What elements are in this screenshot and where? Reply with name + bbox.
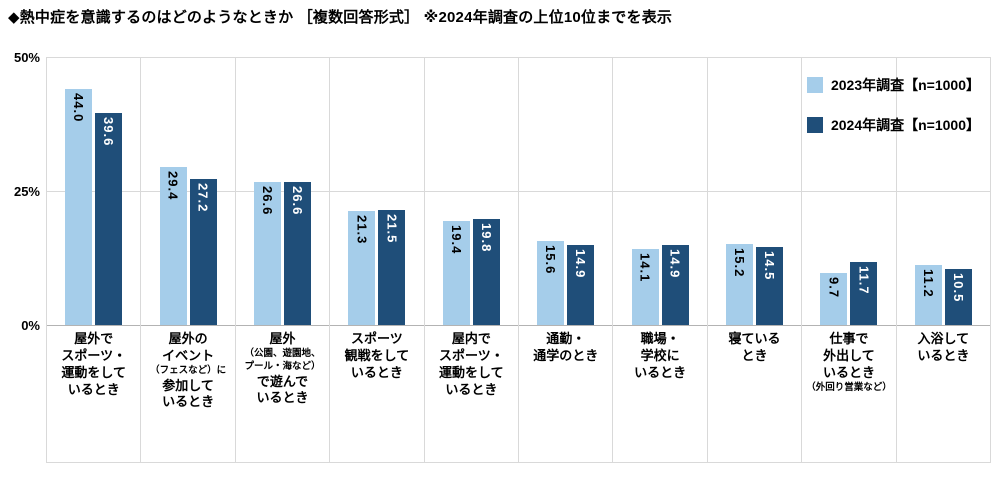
bar-value-label: 19.8	[478, 222, 494, 253]
bar-pair: 11.2 10.5	[897, 57, 990, 325]
bar-2023-cat8: 15.2	[726, 243, 754, 325]
bar-2023-cat7: 14.1	[631, 249, 659, 325]
bar-2024-cat9: 11.7	[850, 262, 878, 325]
category-label-6: 通勤・ 通学のとき	[533, 331, 599, 363]
bar-2024-cat8: 14.5	[756, 247, 784, 325]
category-label-1: 屋外で スポーツ・ 運動をして いるとき	[61, 331, 127, 397]
bar-2023-cat4: 21.3	[348, 210, 376, 325]
category-label-10: 入浴して いるとき	[917, 331, 970, 363]
category-group-4: 21.3 21.5 スポーツ 観戦をして いるとき	[330, 57, 425, 462]
legend: 2023年調査【n=1000】 2024年調査【n=1000】	[806, 75, 980, 155]
y-axis-tick-25: 25%	[13, 184, 40, 199]
bar-pair: 26.6 26.6	[236, 57, 329, 325]
bar-2024-cat1: 39.6	[95, 112, 123, 325]
bar-2023-cat1: 44.0	[65, 89, 93, 325]
category-label-7: 職場・ 学校に いるとき	[634, 331, 687, 380]
bar-2023-cat9: 9.7	[820, 273, 848, 325]
category-label-9: 仕事で 外出して いるとき （外回り営業など）	[806, 331, 892, 393]
bar-2023-cat5: 19.4	[442, 221, 470, 325]
category-group-2: 29.4 27.2 屋外の イベント （フェスなど）に 参加して いるとき	[141, 57, 236, 462]
y-axis-tick-0: 0%	[21, 318, 40, 333]
bar-value-label: 21.3	[354, 214, 370, 245]
bar-value-label: 15.6	[543, 245, 559, 275]
legend-label-2024: 2024年調査【n=1000】	[830, 117, 980, 133]
bar-pair: 15.6 14.9	[519, 57, 612, 325]
category-group-10: 11.2 10.5 入浴して いるとき	[897, 57, 992, 462]
bar-value-label: 26.6	[290, 186, 306, 216]
legend-item-2024: 2024年調査【n=1000】	[806, 115, 980, 135]
category-label-8: 寝ている とき	[728, 331, 781, 363]
category-label-3: 屋外 （公園、遊園地、 プール・海など） で遊んで いるとき	[244, 331, 321, 406]
bar-2023-cat10: 11.2	[914, 265, 942, 325]
category-group-9: 9.7 11.7 仕事で 外出して いるとき （外回り営業など）	[802, 57, 897, 462]
category-label-4: スポーツ 観戦をして いるとき	[344, 331, 410, 380]
bar-pair: 9.7 11.7	[802, 57, 895, 325]
legend-label-2023: 2023年調査【n=1000】	[830, 77, 980, 93]
bar-pair: 14.1 14.9	[613, 57, 706, 325]
bar-2024-cat4: 21.5	[378, 209, 406, 325]
bar-2024-cat7: 14.9	[661, 245, 689, 325]
category-group-3: 26.6 26.6 屋外 （公園、遊園地、 プール・海など） で遊んで いるとき	[236, 57, 331, 462]
bar-value-label: 21.5	[384, 213, 400, 244]
y-axis-tick-50: 50%	[13, 50, 40, 65]
bar-value-label: 27.2	[195, 183, 211, 213]
category-group-7: 14.1 14.9 職場・ 学校に いるとき	[613, 57, 708, 462]
bar-value-label: 10.5	[950, 272, 966, 303]
bar-2024-cat3: 26.6	[284, 182, 312, 325]
category-label-2: 屋外の イベント （フェスなど）に 参加して いるとき	[150, 331, 227, 410]
bar-value-label: 14.9	[667, 249, 683, 279]
bar-2024-cat6: 14.9	[567, 245, 595, 325]
bar-pair: 29.4 27.2	[141, 57, 234, 325]
bar-value-label: 11.2	[920, 269, 936, 298]
bar-value-label: 14.5	[762, 251, 778, 281]
bar-value-label: 11.7	[856, 266, 872, 295]
bar-pair: 44.0 39.6	[47, 57, 140, 325]
category-group-6: 15.6 14.9 通勤・ 通学のとき	[519, 57, 614, 462]
bar-value-label: 14.9	[573, 249, 589, 279]
bar-2023-cat2: 29.4	[159, 167, 187, 325]
bar-value-label: 14.1	[637, 253, 653, 283]
legend-swatch-2023	[806, 77, 823, 93]
legend-swatch-2024	[806, 117, 823, 133]
bar-value-label: 26.6	[260, 186, 276, 216]
bar-value-label: 39.6	[101, 116, 117, 147]
bar-pair: 19.4 19.8	[425, 57, 518, 325]
bar-2023-cat6: 15.6	[537, 241, 565, 325]
category-group-1: 44.0 39.6 屋外で スポーツ・ 運動をして いるとき	[47, 57, 142, 462]
bar-2024-cat10: 10.5	[944, 268, 972, 325]
bar-pair: 21.3 21.5	[330, 57, 423, 325]
legend-item-2023: 2023年調査【n=1000】	[806, 75, 980, 95]
bar-value-label: 29.4	[165, 171, 181, 201]
category-label-5: 屋内で スポーツ・ 運動をして いるとき	[438, 331, 504, 397]
plot-area: 44.0 39.6 屋外で スポーツ・ 運動をして いるとき 29.4 27.2 屋外の イベント…	[46, 57, 992, 463]
bar-value-label: 19.4	[448, 225, 464, 255]
bar-2024-cat2: 27.2	[189, 179, 217, 325]
bar-2024-cat5: 19.8	[472, 218, 500, 325]
bar-value-label: 9.7	[826, 277, 842, 299]
bar-2023-cat3: 26.6	[254, 182, 282, 325]
category-group-8: 15.2 14.5 寝ている とき	[708, 57, 803, 462]
category-group-5: 19.4 19.8 屋内で スポーツ・ 運動をして いるとき	[425, 57, 520, 462]
bar-value-label: 44.0	[71, 93, 87, 123]
chart-title: ◆熱中症を意識するのはどのようなときか ［複数回答形式］ ※2024年調査の上位…	[8, 9, 673, 26]
bar-pair: 15.2 14.5	[708, 57, 801, 325]
bar-value-label: 15.2	[732, 247, 748, 277]
